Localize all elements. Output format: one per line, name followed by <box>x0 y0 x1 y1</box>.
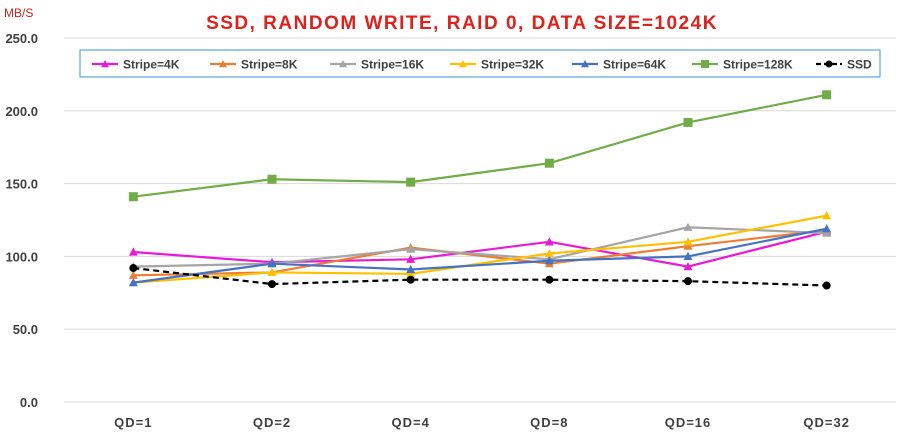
legend-item: Stripe=64K <box>572 58 666 72</box>
data-point <box>406 269 416 278</box>
data-point <box>406 254 416 263</box>
data-point <box>406 177 416 187</box>
data-point <box>406 275 415 284</box>
data-point <box>219 60 227 68</box>
data-point <box>267 259 277 268</box>
legend-item: Stripe=4K <box>92 58 180 72</box>
legend-item: Stripe=32K <box>450 58 544 72</box>
series-stripe-128k <box>128 90 832 202</box>
data-point <box>544 158 554 168</box>
x-tick-label: QD=1 <box>114 415 152 430</box>
series-stripe-32k <box>128 211 832 287</box>
series-line <box>133 93 827 198</box>
data-point <box>825 60 833 68</box>
data-point <box>683 222 693 231</box>
data-point <box>822 281 831 290</box>
data-point <box>822 90 832 100</box>
y-tick-label: 250.0 <box>5 31 38 46</box>
series-line <box>133 229 827 277</box>
data-point <box>129 264 138 273</box>
data-point <box>544 237 554 246</box>
x-tick-label: QD=8 <box>530 415 568 430</box>
data-point <box>822 224 832 233</box>
data-point <box>406 265 416 274</box>
data-point <box>267 267 277 277</box>
data-point <box>544 248 554 258</box>
data-point <box>822 228 832 237</box>
series-line <box>133 227 827 284</box>
x-tick-label: QD=4 <box>392 415 430 430</box>
data-point <box>683 117 693 127</box>
series-line <box>133 230 827 268</box>
legend-label: Stripe=4K <box>123 58 180 72</box>
data-point <box>684 277 692 286</box>
y-axis-unit-label: MB/S <box>4 6 33 20</box>
x-tick-label: QD=2 <box>253 415 291 430</box>
legend-label: Stripe=8K <box>241 58 298 72</box>
legend-item: SSD <box>816 58 872 72</box>
legend-label: Stripe=32K <box>481 58 544 72</box>
x-tick-label: QD=32 <box>803 415 850 430</box>
legend-item: Stripe=128K <box>692 58 793 72</box>
data-point <box>128 192 138 202</box>
y-tick-label: 200.0 <box>5 104 38 119</box>
legend-label: SSD <box>847 58 872 72</box>
data-point <box>683 262 693 271</box>
y-tick-label: 100.0 <box>5 249 38 264</box>
data-point <box>101 60 109 68</box>
data-point <box>701 60 709 68</box>
legend-item: Stripe=8K <box>210 58 298 72</box>
series-stripe-64k <box>128 224 832 287</box>
legend-label: Stripe=16K <box>361 58 424 72</box>
x-tick-label: QD=16 <box>665 415 712 430</box>
legend-label: Stripe=64K <box>603 58 666 72</box>
data-point <box>268 280 276 289</box>
series-stripe-4k <box>128 227 832 271</box>
data-point <box>545 275 554 284</box>
y-tick-label: 0.0 <box>20 395 38 410</box>
y-axis-ticks: 0.0 50.0 100.0 150.0 200.0 250.0 <box>5 31 38 410</box>
series-line <box>133 214 827 284</box>
series-ssd <box>129 264 831 290</box>
data-point <box>128 270 138 279</box>
legend: Stripe=4K Stripe=8K Stripe=16K Stripe=32K St… <box>79 49 881 78</box>
data-point <box>128 247 138 256</box>
data-point <box>459 60 467 68</box>
series-line <box>133 226 827 268</box>
data-point <box>683 241 693 250</box>
data-point <box>581 60 589 68</box>
data-point <box>683 237 693 246</box>
data-point <box>683 251 693 260</box>
data-point <box>267 174 277 184</box>
series-lines <box>128 90 832 290</box>
data-point <box>822 211 832 220</box>
data-point <box>128 278 138 287</box>
legend-item: Stripe=16K <box>330 58 424 72</box>
legend-label: Stripe=128K <box>723 58 793 72</box>
x-axis-ticks: QD=1 QD=2 QD=4 QD=8 QD=16 QD=32 <box>114 415 850 430</box>
data-point <box>544 256 554 265</box>
data-point <box>406 244 416 253</box>
chart-title: SSD, RANDOM WRITE, RAID 0, DATA SIZE=102… <box>206 13 718 34</box>
y-tick-label: 50.0 <box>13 322 38 337</box>
data-point <box>339 60 347 68</box>
y-tick-label: 150.0 <box>5 177 38 192</box>
